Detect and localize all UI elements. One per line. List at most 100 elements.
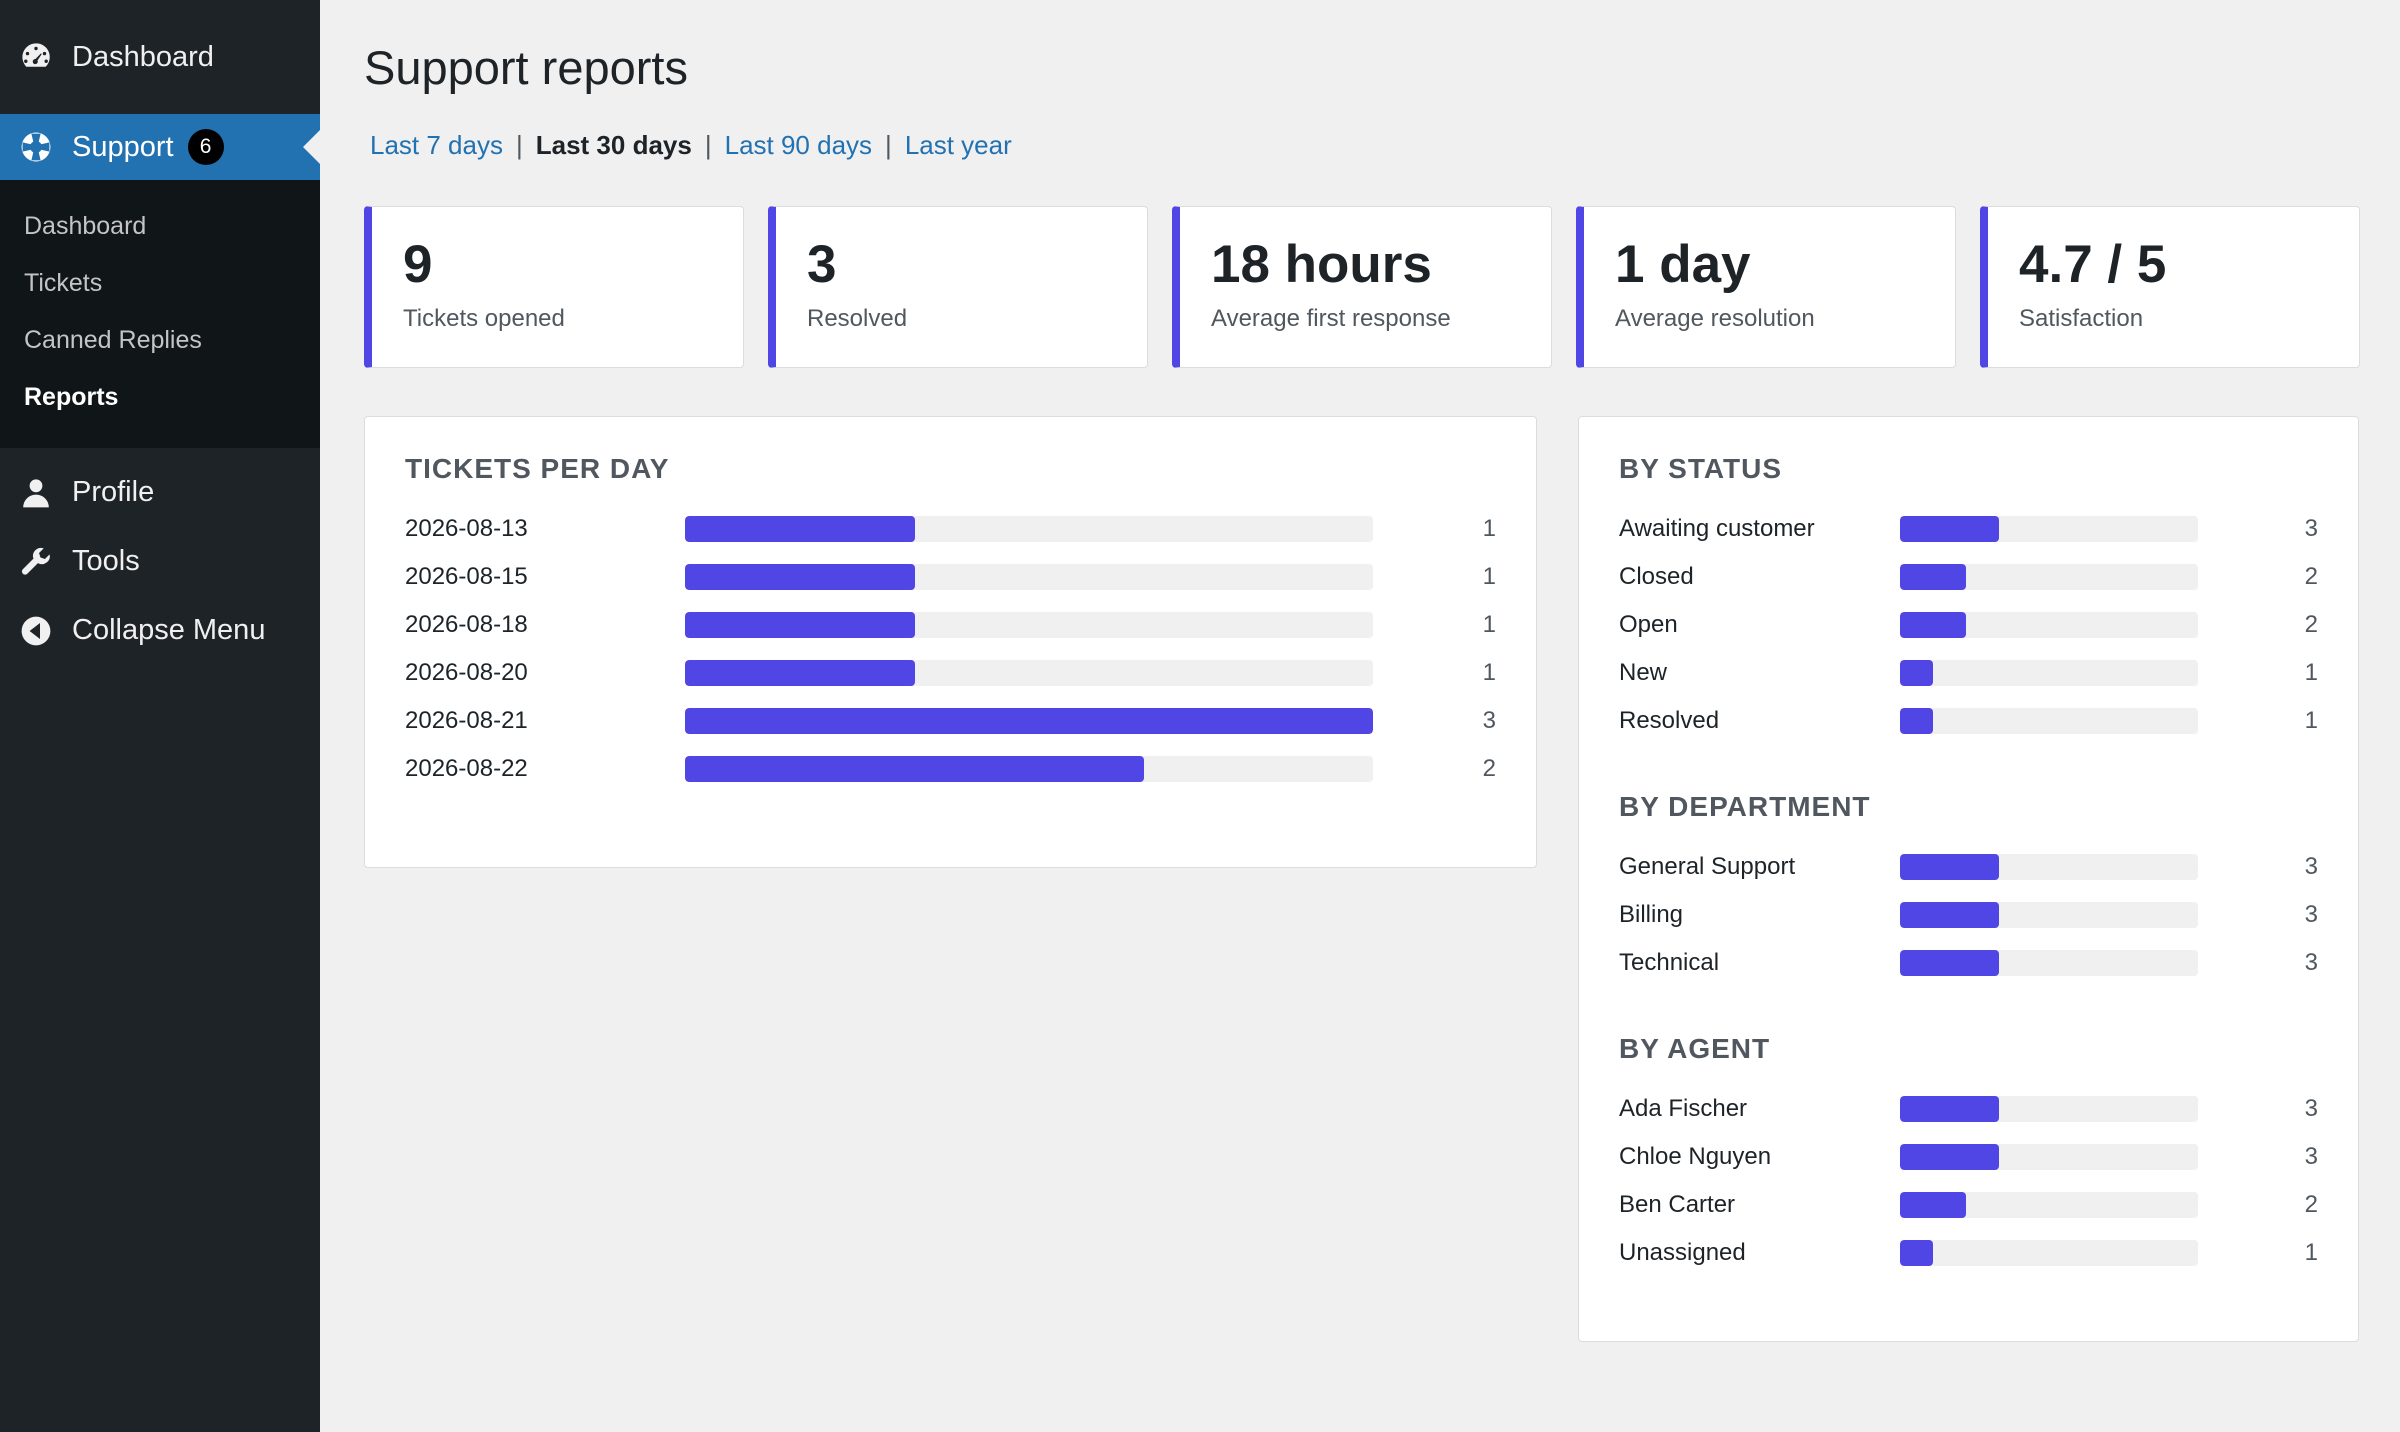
bar-track [685, 564, 1374, 590]
bar-count: 2 [2304, 1191, 2318, 1218]
date-range-filter: Last 7 days | Last 30 days | Last 90 day… [370, 130, 1012, 161]
support-count-badge: 6 [187, 129, 224, 165]
range-separator: | [515, 130, 523, 160]
range-separator: | [885, 130, 892, 160]
submenu-dashboard[interactable]: Dashboard [24, 212, 147, 240]
breakdown-section-title: BY DEPARTMENT [1619, 791, 1871, 822]
bar-count: 3 [2304, 1143, 2318, 1170]
bar-track [1900, 950, 2198, 976]
bar-fill [1900, 1192, 1967, 1218]
menu-support[interactable]: Support 6 [0, 114, 320, 180]
menu-tools[interactable]: Tools [0, 527, 320, 596]
bar-fill [1900, 902, 2000, 928]
bar-count: 3 [1482, 707, 1496, 734]
breakdown-sections: BY STATUS Awaiting customer 3 Closed 2 Open 2 N… [1619, 453, 2318, 1277]
bar-row: Closed 2 [1619, 553, 2318, 601]
bar-row: Chloe Nguyen 3 [1619, 1133, 2318, 1181]
bar-track [1900, 564, 2198, 590]
collapse-icon [18, 613, 54, 649]
bar-row: General Support 3 [1619, 843, 2318, 891]
bar-count: 1 [1482, 563, 1496, 590]
bar-count: 1 [2304, 707, 2318, 734]
card-label: Average resolution [1615, 304, 1815, 332]
bar-track [1900, 902, 2198, 928]
bar-label: Closed [1619, 563, 1694, 590]
tickets-per-day-list: 2026-08-13 1 2026-08-15 1 2026-08-18 1 2026-08… [405, 505, 1496, 793]
bar-label: 2026-08-15 [405, 563, 528, 590]
bar-count: 1 [1482, 659, 1496, 686]
menu-profile[interactable]: Profile [0, 458, 320, 527]
bar-track [685, 660, 1374, 686]
bar-fill [685, 756, 1144, 782]
breakdown-panel: BY STATUS Awaiting customer 3 Closed 2 Open 2 N… [1578, 416, 2359, 1342]
bar-row: 2026-08-20 1 [405, 649, 1496, 697]
range-last-7-days[interactable]: Last 7 days [370, 130, 503, 160]
tickets-per-day-title: TICKETS PER DAY [405, 453, 670, 484]
bar-count: 3 [2304, 901, 2318, 928]
menu-tools-label: Tools [72, 545, 140, 577]
bar-count: 2 [1482, 755, 1496, 782]
bar-row: Open 2 [1619, 601, 2318, 649]
support-submenu: Dashboard Tickets Canned Replies Reports [0, 180, 320, 448]
bar-label: 2026-08-18 [405, 611, 528, 638]
bar-label: Billing [1619, 901, 1684, 928]
bar-label: Resolved [1619, 707, 1720, 734]
admin-sidebar: Dashboard Support 6 Dashboard Tickets Ca… [0, 0, 320, 1432]
bar-count: 1 [1482, 611, 1496, 638]
menu-support-label: Support [72, 130, 174, 163]
card-value: 9 [403, 235, 433, 294]
bar-track [1900, 1240, 2198, 1266]
card-resolved: 3 Resolved [768, 206, 1148, 368]
bar-label: 2026-08-20 [405, 659, 528, 686]
bar-count: 2 [2304, 611, 2318, 638]
tickets-per-day-panel: TICKETS PER DAY 2026-08-13 1 2026-08-15 1 20… [364, 416, 1537, 868]
bar-label: 2026-08-22 [405, 755, 528, 782]
bar-count: 3 [2304, 1095, 2318, 1122]
bar-count: 1 [2304, 659, 2318, 686]
range-last-90-days[interactable]: Last 90 days [724, 130, 873, 160]
bar-count: 3 [2304, 949, 2318, 976]
bar-label: 2026-08-21 [405, 707, 528, 734]
bar-count: 2 [2304, 563, 2318, 590]
bar-fill [1900, 1144, 2000, 1170]
wrench-icon [18, 544, 54, 580]
submenu-tickets[interactable]: Tickets [24, 269, 103, 297]
bar-track [1900, 708, 2198, 734]
bar-track [685, 708, 1374, 734]
bar-label: General Support [1619, 853, 1796, 880]
bar-fill [685, 612, 915, 638]
summary-cards: 9 Tickets opened 3 Resolved 18 hours Ave… [364, 206, 2360, 368]
card-tickets-opened: 9 Tickets opened [364, 206, 744, 368]
bar-row: Billing 3 [1619, 891, 2318, 939]
menu-profile-label: Profile [72, 476, 155, 508]
card-label: Satisfaction [2019, 304, 2144, 332]
bar-label: Ben Carter [1619, 1191, 1736, 1218]
submenu-reports[interactable]: Reports [24, 383, 119, 411]
bar-label: New [1619, 659, 1668, 686]
card-label: Tickets opened [403, 304, 565, 332]
bar-fill [1900, 854, 2000, 880]
bar-fill [1900, 660, 1934, 686]
bar-count: 1 [2304, 1239, 2318, 1266]
menu-collapse[interactable]: Collapse Menu [0, 596, 320, 665]
support-lifebuoy-icon [18, 129, 54, 165]
bar-fill [685, 516, 915, 542]
range-last-year[interactable]: Last year [904, 130, 1012, 160]
bar-row: Ada Fischer 3 [1619, 1085, 2318, 1133]
range-last-30-days[interactable]: Last 30 days [535, 130, 692, 160]
breakdown-section-title: BY AGENT [1619, 1033, 1771, 1064]
bar-fill [685, 660, 915, 686]
bar-fill [685, 708, 1374, 734]
bar-fill [1900, 708, 1934, 734]
menu-dashboard[interactable]: Dashboard [0, 0, 320, 114]
bar-row: 2026-08-22 2 [405, 745, 1496, 793]
submenu-canned-replies[interactable]: Canned Replies [24, 326, 202, 354]
bar-row: New 1 [1619, 649, 2318, 697]
bar-track [685, 756, 1374, 782]
bar-count: 3 [2304, 853, 2318, 880]
bar-track [1900, 1192, 2198, 1218]
card-value: 18 hours [1211, 235, 1432, 294]
bar-track [1900, 1144, 2198, 1170]
bar-track [685, 612, 1374, 638]
bar-row: 2026-08-21 3 [405, 697, 1496, 745]
